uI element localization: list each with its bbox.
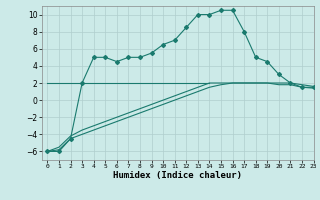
X-axis label: Humidex (Indice chaleur): Humidex (Indice chaleur) xyxy=(113,171,242,180)
